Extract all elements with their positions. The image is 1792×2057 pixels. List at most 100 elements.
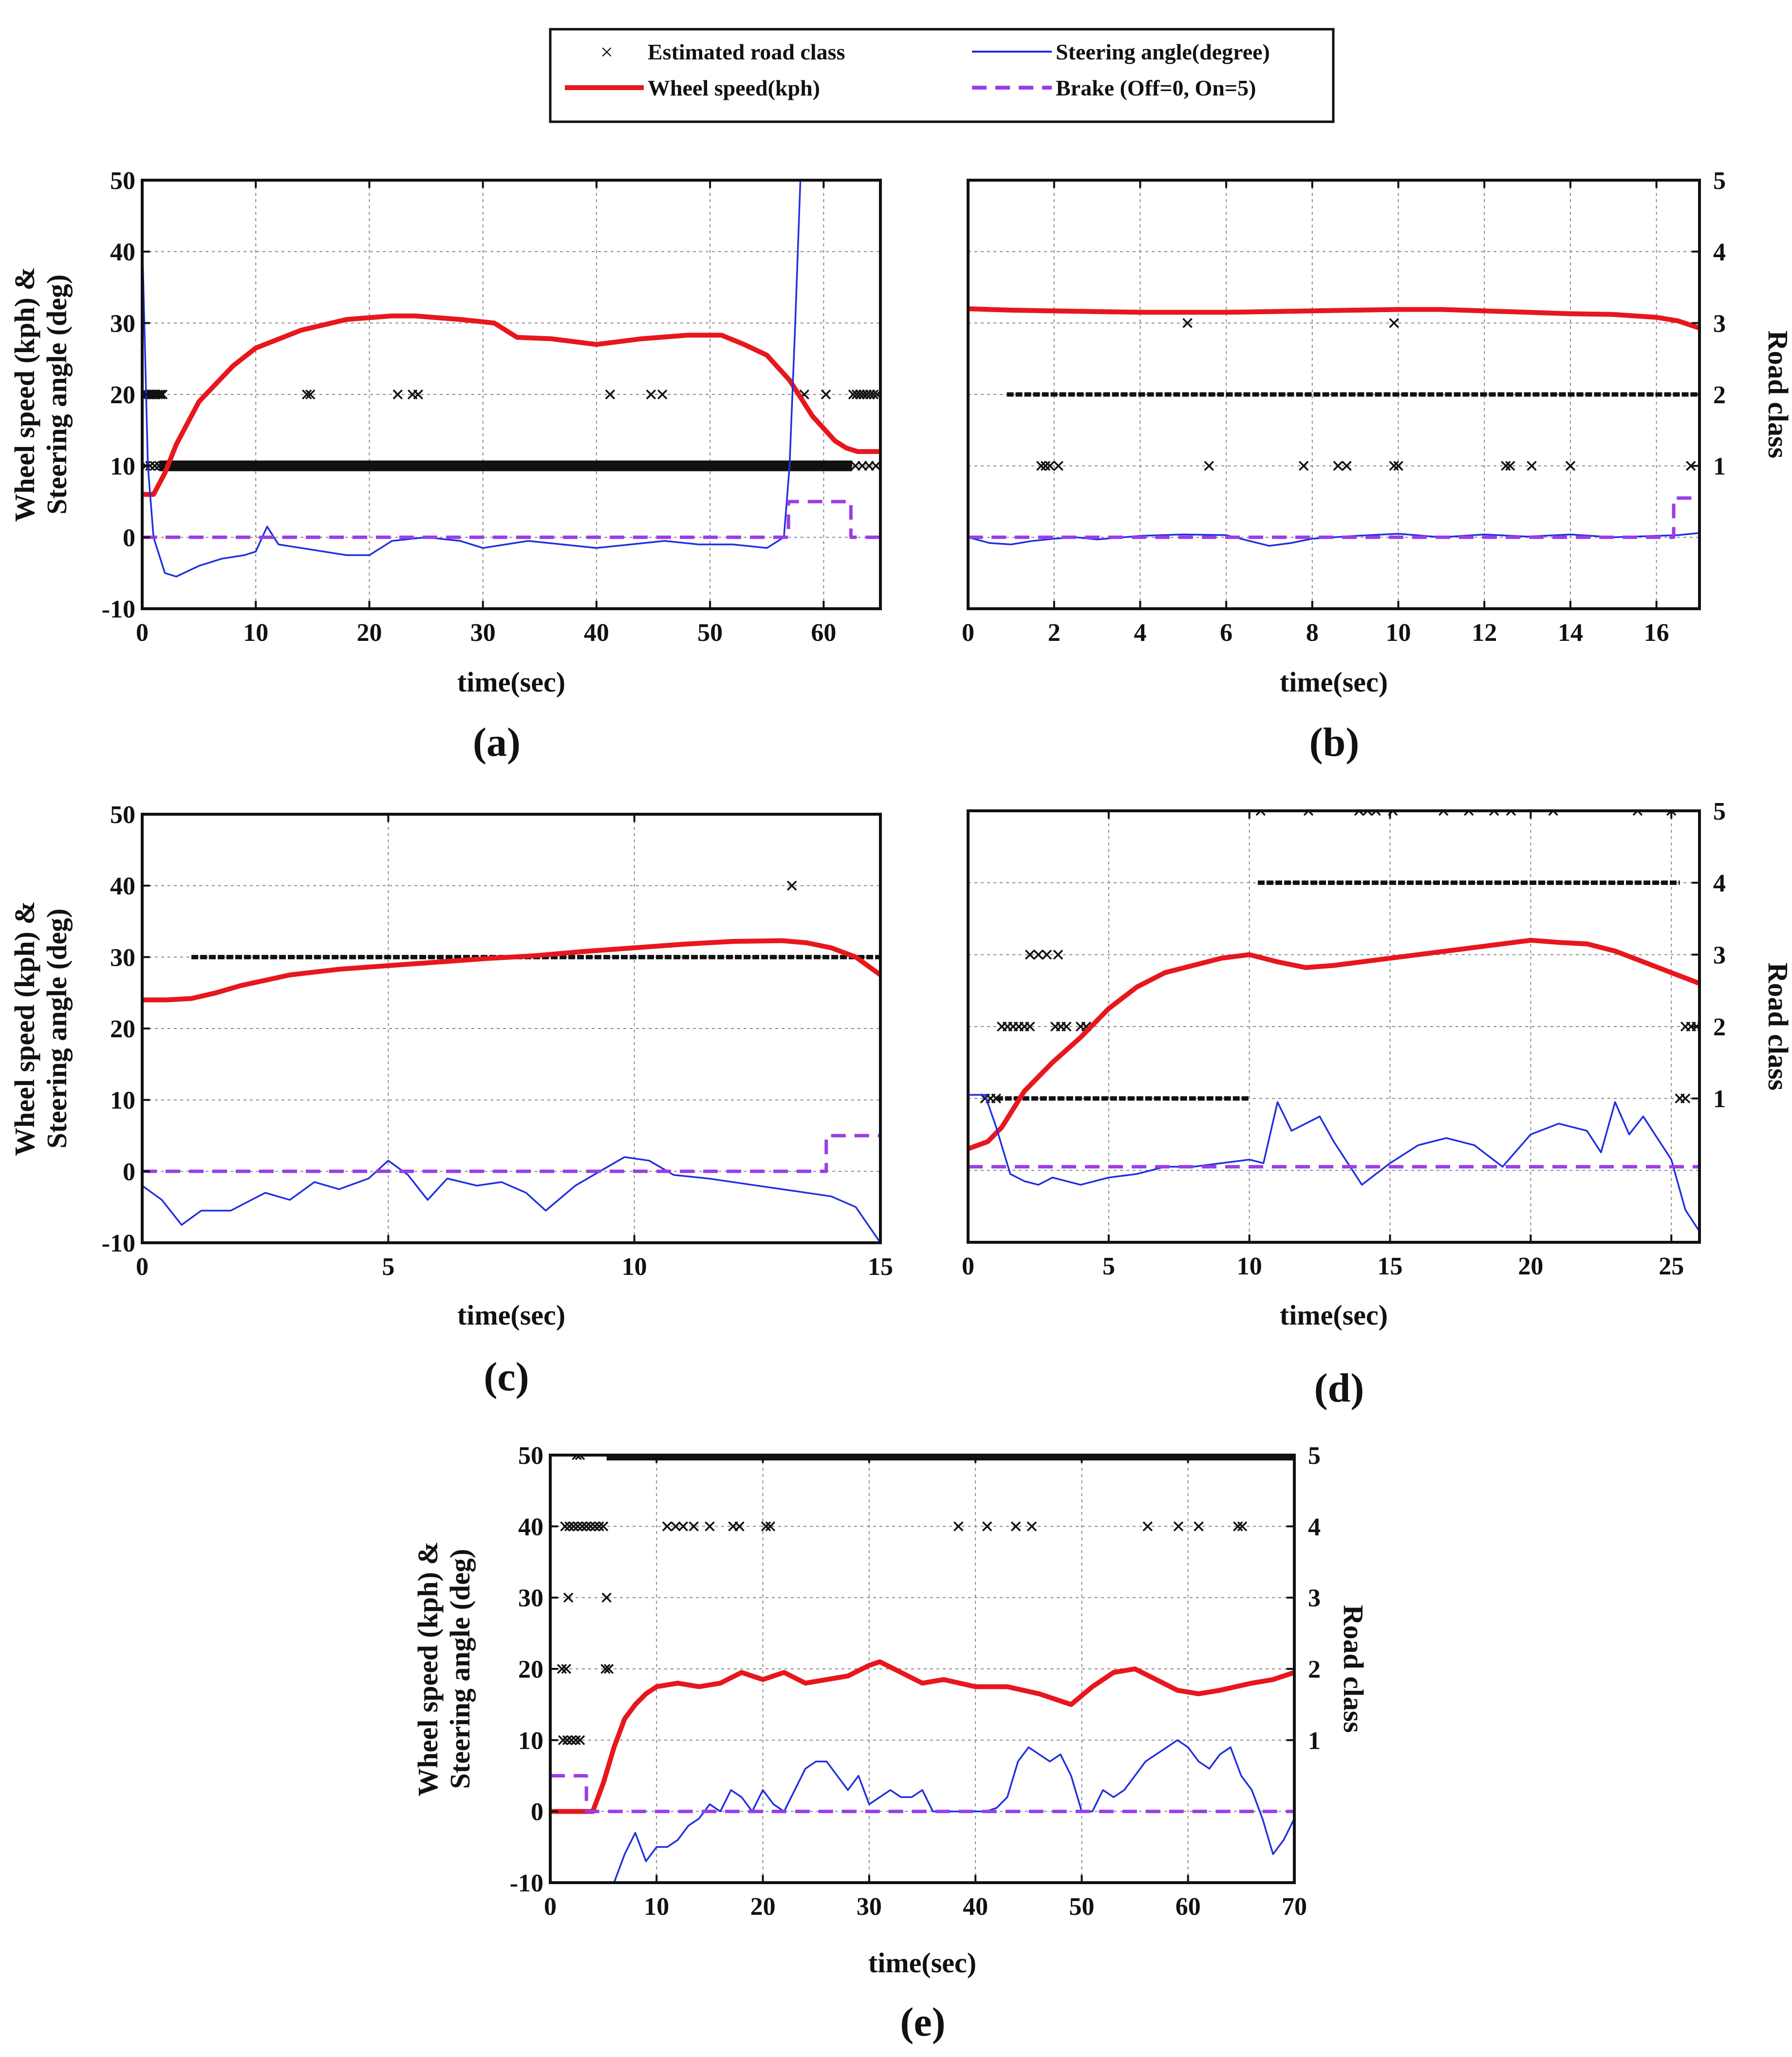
series-wheel-speed	[142, 313, 880, 497]
x-axis-label: time(sec)	[868, 1947, 976, 1979]
legend-steering-label: Steering angle(degree)	[1056, 39, 1270, 64]
road-class-marker	[1389, 461, 1399, 471]
y-tick-label: 0	[531, 1798, 543, 1826]
road-class-marker	[657, 389, 668, 400]
x-tick-label: 40	[584, 619, 609, 647]
road-class-marker	[1142, 1521, 1153, 1532]
road-class-marker	[1354, 811, 1364, 816]
road-class-marker	[1194, 1521, 1204, 1532]
panel-caption: (c)	[484, 1354, 529, 1400]
road-class-marker	[1506, 811, 1516, 816]
road-class-marker	[1298, 461, 1309, 471]
y-axis-label-line1: Wheel speed (kph) &	[412, 1541, 444, 1796]
road-class-marker	[1027, 1521, 1037, 1532]
series-brake	[550, 1774, 1294, 1814]
y-tick-label: 50	[518, 1442, 543, 1470]
road-class-marker	[678, 1521, 689, 1532]
y-tick-label: 30	[518, 1585, 543, 1612]
road-class-marker	[1204, 461, 1214, 471]
x-tick-label: 5	[382, 1253, 394, 1281]
road-class-marker	[1053, 950, 1064, 960]
road-class-marker	[1233, 1521, 1243, 1532]
x-tick-label: 60	[1176, 1893, 1201, 1921]
road-class-marker	[581, 1521, 592, 1532]
road-class-marker	[392, 389, 403, 400]
road-class-marker	[765, 1521, 776, 1532]
road-class-marker	[1342, 461, 1352, 471]
y-axis-label-line2: Steering angle (deg)	[444, 1549, 476, 1789]
series-steering	[142, 180, 802, 578]
road-class-marker	[871, 461, 880, 471]
y-right-tick-label: 3	[1713, 310, 1726, 337]
road-class-marker	[566, 1735, 577, 1745]
y-tick-label: 40	[518, 1513, 543, 1541]
road-class-marker	[1527, 461, 1537, 471]
panel-a: 0 10 20 30 40 50 60-1001020304050time(sec)Whee…	[9, 167, 882, 765]
y-axis-label-line2: Steering angle (deg)	[41, 275, 73, 515]
x-tick-label: 10	[243, 619, 268, 647]
road-class-marker	[305, 389, 316, 400]
x-tick-label: 70	[1282, 1893, 1307, 1921]
road-class-marker	[1666, 811, 1677, 816]
y-tick-label: 30	[110, 944, 135, 972]
road-class-marker	[1632, 811, 1643, 816]
road-class-marker	[577, 1521, 587, 1532]
y-right-tick-label: 1	[1713, 453, 1726, 481]
plot-area	[142, 880, 880, 1243]
series-brake	[142, 1134, 880, 1173]
road-class-marker	[149, 461, 160, 471]
road-class-marker	[1025, 1021, 1035, 1032]
road-class-marker	[1061, 1021, 1072, 1032]
x-tick-label: 30	[470, 619, 496, 647]
x-tick-label: 4	[1134, 619, 1146, 647]
x-tick-label: 0	[544, 1893, 557, 1921]
road-class-marker	[301, 389, 312, 400]
x-axis-label: time(sec)	[457, 666, 565, 698]
x-tick-label: 14	[1558, 619, 1583, 647]
road-class-marker	[1033, 950, 1044, 960]
road-class-marker	[821, 389, 831, 400]
road-class-marker	[1389, 318, 1399, 328]
road-class-marker	[1010, 1521, 1021, 1532]
x-tick-label: 0	[962, 619, 974, 647]
legend-wheel-speed-label: Wheel speed(kph)	[648, 75, 820, 100]
series-steering	[613, 1739, 1294, 1883]
y-tick-label: 0	[123, 524, 135, 552]
plot-area	[550, 1455, 1294, 1883]
x-tick-label: 0	[136, 1253, 149, 1281]
series-wheel-speed	[968, 937, 1699, 1151]
y-axis-label-line1: Wheel speed (kph) &	[9, 267, 40, 522]
plot-frame	[549, 1454, 1296, 1884]
x-tick-label: 5	[1102, 1253, 1115, 1280]
road-class-marker	[1686, 461, 1696, 471]
y-tick-label: 20	[518, 1656, 543, 1683]
y-right-tick-label: 3	[1713, 941, 1726, 969]
road-class-marker	[601, 1592, 612, 1603]
legend: × Estimated road class Wheel speed(kph) …	[549, 28, 1335, 123]
road-class-marker	[568, 1521, 579, 1532]
y-right-tick-label: 1	[1713, 1085, 1726, 1113]
legend-brake-label: Brake (Off=0, On=5)	[1056, 75, 1256, 100]
x-tick-label: 25	[1659, 1253, 1684, 1280]
plot-area	[968, 811, 1699, 1232]
road-class-marker	[598, 1521, 609, 1532]
x-tick-label: 10	[1237, 1253, 1262, 1280]
panels: 0 10 20 30 40 50 60-1001020304050time(sec)Whee…	[9, 167, 1792, 2045]
y-tick-label: 10	[110, 453, 135, 481]
road-class-marker	[1053, 461, 1064, 471]
road-class-marker	[590, 1521, 600, 1532]
road-class-marker	[1042, 950, 1052, 960]
road-class-marker	[1505, 461, 1515, 471]
panel-e: 0 10 20 30 40 50 60 70-100102030405012345time(s…	[412, 1442, 1369, 2045]
road-class-marker	[1393, 461, 1403, 471]
x-tick-label: 0	[962, 1253, 974, 1280]
y-tick-label: 20	[110, 1015, 135, 1043]
road-class-marker	[734, 1521, 745, 1532]
x-tick-label: 40	[963, 1893, 988, 1921]
road-class-marker	[1036, 461, 1046, 471]
y-tick-label: 50	[110, 801, 135, 829]
legend-frame	[549, 28, 1335, 123]
series-wheel-speed	[142, 938, 880, 1003]
road-class-marker	[982, 1521, 992, 1532]
y-tick-label: 30	[110, 310, 135, 337]
